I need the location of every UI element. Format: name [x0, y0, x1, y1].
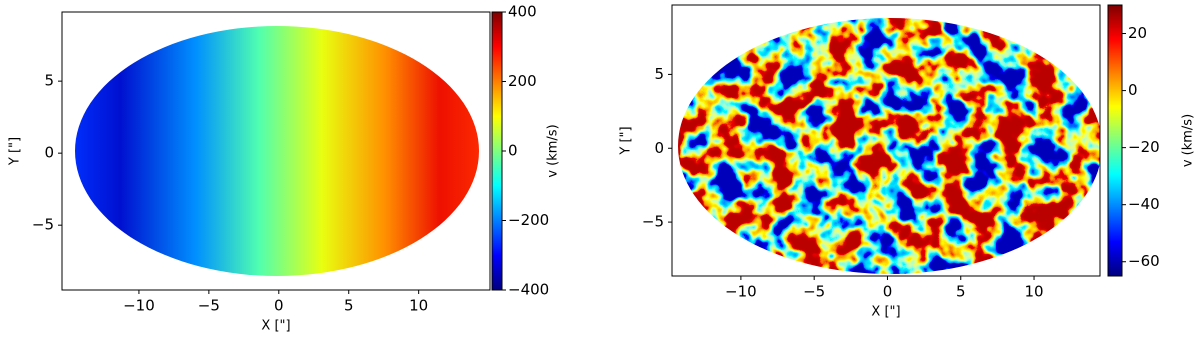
- y-tick-label: 0: [654, 139, 664, 157]
- x-axis-label: X ["]: [871, 305, 900, 320]
- colorbar-tick-label: −20: [1128, 138, 1160, 156]
- x-tick-label: −5: [198, 297, 220, 315]
- x-tick-label: 0: [274, 297, 284, 315]
- colorbar-tick-label: −60: [1128, 252, 1160, 270]
- colorbar-tick-label: −200: [508, 211, 549, 229]
- colorbar-tick-label: 200: [508, 72, 537, 90]
- axes-frame: [671, 4, 1101, 277]
- colorbar-tick-label: 0: [1128, 81, 1138, 99]
- x-tick-label: −10: [725, 283, 757, 301]
- colorbar-label: v (km/s): [546, 124, 561, 177]
- x-tick-label: 5: [344, 297, 354, 315]
- colorbar-tick-label: −400: [508, 281, 549, 299]
- x-tick-label: −5: [803, 283, 825, 301]
- colorbar-tick-label: 20: [1128, 24, 1147, 42]
- y-tick-label: 0: [44, 144, 54, 162]
- y-axis-label: Y ["]: [8, 137, 23, 166]
- colorbar: [491, 11, 503, 291]
- colorbar-tick-label: 400: [508, 3, 537, 21]
- y-axis-label: Y ["]: [619, 126, 634, 155]
- noise-field: [678, 18, 1100, 274]
- colorbar-tick-label: −40: [1128, 195, 1160, 213]
- x-tick-label: −10: [123, 297, 155, 315]
- x-tick-label: 10: [409, 297, 428, 315]
- axes-frame: [61, 11, 491, 291]
- velocity-field: [75, 26, 479, 276]
- colorbar: [1107, 4, 1123, 277]
- y-tick-label: 5: [654, 65, 664, 83]
- dispersion-field: [678, 18, 1100, 274]
- y-tick-label: −5: [32, 216, 54, 234]
- x-axis-label: X ["]: [261, 319, 290, 334]
- y-tick-label: 5: [44, 72, 54, 90]
- y-tick-label: −5: [642, 213, 664, 231]
- colorbar-tick-label: 0: [508, 142, 518, 160]
- x-tick-label: 10: [1024, 283, 1043, 301]
- x-tick-label: 0: [883, 283, 893, 301]
- x-tick-label: 5: [956, 283, 966, 301]
- colorbar-label: v (km/s): [1181, 114, 1196, 167]
